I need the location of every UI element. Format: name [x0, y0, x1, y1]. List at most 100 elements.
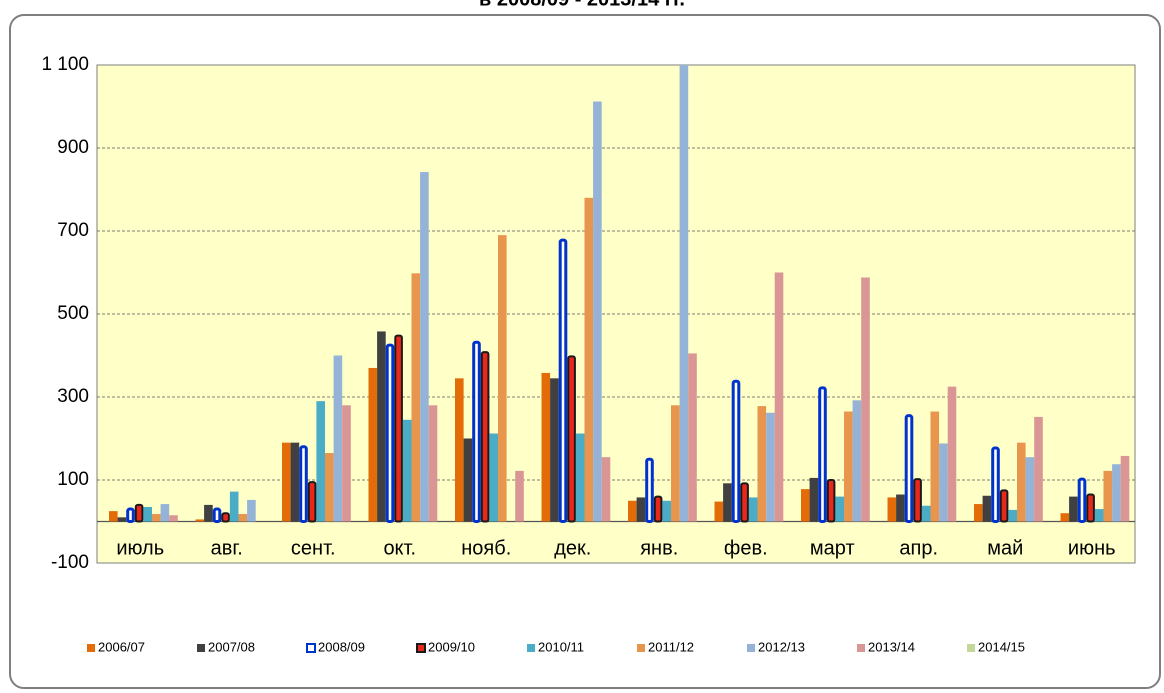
bar [541, 372, 551, 522]
bar [999, 489, 1009, 523]
bar [515, 470, 524, 522]
bar [238, 514, 248, 522]
bar [1120, 455, 1130, 522]
bar [887, 497, 897, 522]
bar [558, 238, 568, 523]
bar [757, 406, 767, 522]
x-tick-label: дек. [554, 537, 591, 559]
bar [282, 442, 291, 522]
bar [835, 496, 844, 522]
bar [844, 411, 853, 522]
legend-label: 2007/08 [208, 639, 255, 654]
bar [671, 405, 680, 522]
legend-swatch [637, 644, 645, 652]
legend-label: 2010/11 [538, 639, 584, 654]
x-tick-label: авг. [211, 537, 243, 559]
bar [636, 497, 646, 522]
bar [947, 386, 957, 522]
y-tick-label: 900 [57, 137, 89, 158]
bar [160, 504, 170, 522]
bar [679, 65, 689, 522]
bar [731, 379, 741, 524]
bar [1094, 509, 1104, 522]
bar [204, 504, 213, 522]
bar [498, 235, 507, 522]
bar [913, 478, 922, 523]
bar [126, 507, 135, 523]
x-tick-label: май [987, 537, 1023, 559]
legend-swatch [87, 644, 95, 652]
bar [714, 501, 724, 522]
x-tick-label: окт. [383, 537, 416, 559]
bar [861, 277, 870, 522]
bar [307, 481, 317, 523]
legend-swatch [747, 644, 755, 652]
bar [896, 494, 905, 522]
x-tick-label: сент. [291, 537, 336, 559]
legend-label: 2011/12 [648, 639, 694, 654]
legend-label: 2013/14 [868, 639, 915, 654]
bar [143, 506, 152, 522]
y-tick-label: -100 [51, 552, 89, 573]
bar [766, 412, 775, 522]
y-tick-label: 100 [57, 469, 89, 490]
x-tick-label: фев. [724, 537, 768, 559]
bar [688, 353, 697, 522]
bar [645, 457, 654, 523]
bar [489, 433, 498, 522]
bar [411, 273, 421, 522]
bar [169, 515, 178, 522]
bar [394, 334, 403, 523]
legend-swatch [197, 644, 205, 652]
bar [939, 443, 948, 522]
bar [818, 386, 827, 523]
legend-swatch [857, 644, 865, 652]
bar [1017, 442, 1026, 522]
bar [1069, 496, 1078, 522]
bar [1103, 470, 1113, 522]
bar [402, 419, 412, 522]
bar [480, 351, 490, 523]
bar [740, 482, 749, 523]
bar [550, 378, 559, 522]
y-tick-label: 700 [57, 220, 89, 241]
bar [229, 491, 239, 522]
bar [368, 367, 378, 522]
y-tick-label: 300 [57, 386, 89, 407]
bar [134, 503, 144, 523]
legend-label: 2008/09 [318, 639, 365, 654]
bar [852, 400, 862, 522]
bar [809, 477, 819, 522]
bar [628, 500, 637, 522]
bar [428, 405, 438, 522]
bar [247, 499, 256, 522]
y-tick-label: 500 [57, 303, 89, 324]
legend-swatch [967, 644, 975, 652]
x-tick-label: июль [116, 537, 164, 559]
bar [601, 457, 611, 522]
y-tick-label: 1 100 [41, 54, 89, 75]
bar [212, 507, 222, 523]
bar [567, 355, 576, 523]
bar [826, 479, 836, 523]
bar [1034, 416, 1043, 522]
bar [723, 483, 732, 522]
bar [774, 272, 784, 522]
bar [420, 172, 429, 522]
bar [316, 401, 325, 522]
bar [662, 500, 671, 522]
bar [472, 340, 481, 523]
bar [593, 101, 602, 522]
bar [455, 378, 464, 522]
bar [342, 405, 351, 522]
bar [1112, 464, 1121, 522]
bar [930, 411, 940, 522]
legend-label: 2014/15 [978, 639, 1025, 654]
bar [463, 438, 473, 522]
legend-label: 2006/07 [98, 639, 145, 654]
bar [575, 433, 585, 522]
x-tick-label: нояб. [461, 537, 511, 559]
bar [1008, 509, 1017, 522]
